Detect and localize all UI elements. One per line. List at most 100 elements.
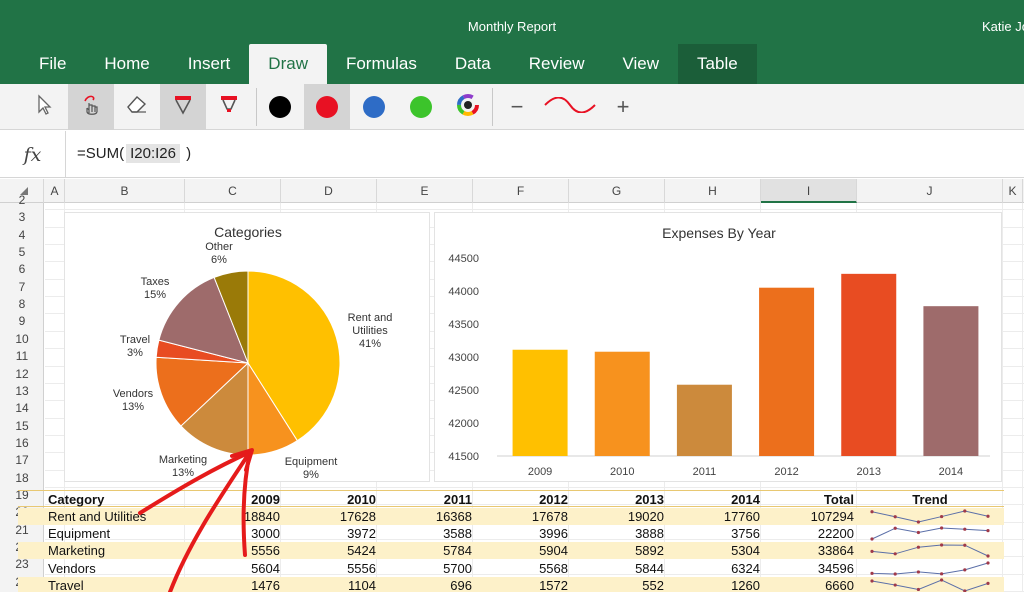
table-cell[interactable]: 22200	[817, 526, 854, 541]
table-cell[interactable]: 107294	[810, 509, 854, 524]
table-cell[interactable]: 3756	[731, 526, 760, 541]
tab-review[interactable]: Review	[528, 54, 585, 73]
decrease-thickness-button[interactable]: −	[494, 84, 540, 130]
pie-slice[interactable]	[247, 270, 341, 442]
trend-sparkline[interactable]	[868, 542, 992, 559]
table-header-cell[interactable]: 2014	[731, 492, 760, 507]
pen-color-black[interactable]	[257, 84, 303, 130]
table-cell[interactable]: 6660	[825, 578, 854, 592]
bar-chart[interactable]: Expenses By Year 41500 42000 42500 43000 435…	[434, 212, 1002, 482]
tab-table[interactable]: Table	[678, 44, 757, 84]
bar[interactable]	[841, 273, 897, 456]
bar[interactable]	[676, 384, 732, 456]
tab-file[interactable]: File	[39, 54, 67, 73]
bar[interactable]	[923, 306, 979, 456]
table-cell[interactable]: 5844	[635, 561, 664, 576]
bar[interactable]	[759, 287, 815, 456]
row-header[interactable]: 12	[15, 366, 29, 381]
table-cell[interactable]: 5556	[251, 543, 280, 558]
row-header[interactable]: 9	[18, 314, 26, 329]
table-cell[interactable]: 5568	[539, 561, 568, 576]
column-header[interactable]: B	[65, 179, 185, 203]
table-cell[interactable]: 34596	[817, 561, 854, 576]
table-header-cell[interactable]: 2010	[347, 492, 376, 507]
bar[interactable]	[512, 349, 568, 456]
table-cell[interactable]: 5604	[251, 561, 280, 576]
table-cell[interactable]: 3888	[635, 526, 664, 541]
column-header[interactable]: D	[281, 179, 377, 203]
table-cell[interactable]: 5304	[731, 543, 760, 558]
table-cell[interactable]: 1104	[348, 578, 376, 592]
table-cell[interactable]: 3972	[347, 526, 376, 541]
row-header[interactable]: 23	[15, 557, 29, 572]
table-cell[interactable]: 17678	[531, 509, 568, 524]
table-cell[interactable]: 17628	[339, 509, 376, 524]
table-cell[interactable]: 1572	[539, 578, 568, 592]
row-header[interactable]: 21	[15, 522, 29, 537]
table-cell[interactable]: 33864	[817, 543, 854, 558]
table-header-cell[interactable]: Total	[823, 492, 854, 507]
column-header[interactable]: E	[377, 179, 473, 203]
table-cell[interactable]: 1260	[731, 578, 760, 592]
row-header[interactable]: 11	[15, 349, 29, 364]
table-cell[interactable]: 17760	[723, 509, 760, 524]
table-cell[interactable]: 552	[642, 578, 664, 592]
eraser-tool[interactable]	[114, 84, 160, 130]
pen-color-blue[interactable]	[351, 84, 397, 130]
table-cell[interactable]: 6324	[731, 561, 760, 576]
row-header[interactable]: 6	[18, 262, 26, 277]
table-cell[interactable]: Rent and Utilities	[48, 509, 147, 524]
row-header[interactable]: 13	[15, 383, 29, 398]
table-cell[interactable]: 5700	[443, 561, 472, 576]
column-header[interactable]: G	[569, 179, 665, 203]
formula-input[interactable]: =SUM(I20:I26 )	[77, 144, 191, 163]
table-header-cell[interactable]: 2011	[443, 492, 472, 507]
table-cell[interactable]: 696	[450, 578, 472, 592]
column-header[interactable]: F	[473, 179, 569, 203]
pen-color-red[interactable]	[304, 84, 350, 130]
row-header[interactable]: 14	[15, 401, 29, 416]
row-header[interactable]: 2	[18, 193, 26, 207]
table-cell[interactable]: Equipment	[48, 526, 111, 541]
table-cell[interactable]: 18840	[243, 509, 280, 524]
column-header[interactable]: C	[185, 179, 281, 203]
pie-chart[interactable]: Categories Rent and Utilities 41% Equipment…	[64, 212, 430, 482]
table-cell[interactable]: 3996	[539, 526, 568, 541]
trend-sparkline[interactable]	[868, 525, 992, 542]
row-header[interactable]: 19	[15, 487, 29, 502]
table-cell[interactable]: 5784	[443, 543, 472, 558]
table-cell[interactable]: Travel	[48, 578, 84, 592]
pen-color-green[interactable]	[398, 84, 444, 130]
table-cell[interactable]: 5556	[347, 561, 376, 576]
user-name[interactable]: Katie Jo	[982, 19, 1024, 34]
pie-slice[interactable]	[213, 270, 249, 364]
row-header[interactable]: 15	[15, 418, 29, 433]
tab-draw[interactable]: Draw	[249, 44, 327, 84]
row-header[interactable]: 4	[18, 227, 26, 242]
table-header-cell[interactable]: 2013	[635, 492, 664, 507]
tab-insert[interactable]: Insert	[187, 54, 231, 73]
row-header[interactable]: 18	[15, 470, 29, 485]
table-cell[interactable]: 19020	[627, 509, 664, 524]
select-all-button[interactable]	[0, 179, 44, 203]
table-header-cell[interactable]: Trend	[912, 492, 948, 507]
table-cell[interactable]: 5904	[539, 543, 568, 558]
trend-sparkline[interactable]	[868, 577, 992, 592]
row-header[interactable]: 10	[15, 331, 29, 346]
row-header[interactable]: 16	[15, 435, 29, 450]
table-cell[interactable]: 3588	[443, 526, 472, 541]
table-cell[interactable]: 5424	[347, 543, 376, 558]
table-cell[interactable]: 3000	[251, 526, 280, 541]
table-header-cell[interactable]: 2009	[251, 492, 280, 507]
column-header[interactable]: J	[857, 179, 1003, 203]
pen-tool[interactable]	[160, 84, 206, 130]
table-cell[interactable]: 16368	[435, 509, 472, 524]
table-header-cell[interactable]: 2012	[539, 492, 568, 507]
column-header[interactable]: K	[1003, 179, 1023, 203]
row-header[interactable]: 8	[18, 297, 26, 312]
pie-slice[interactable]	[158, 276, 249, 364]
table-cell[interactable]: 1476	[251, 578, 280, 592]
pie-slice[interactable]	[155, 356, 250, 427]
tab-home[interactable]: Home	[104, 54, 150, 73]
table-cell[interactable]: Marketing	[48, 543, 106, 558]
